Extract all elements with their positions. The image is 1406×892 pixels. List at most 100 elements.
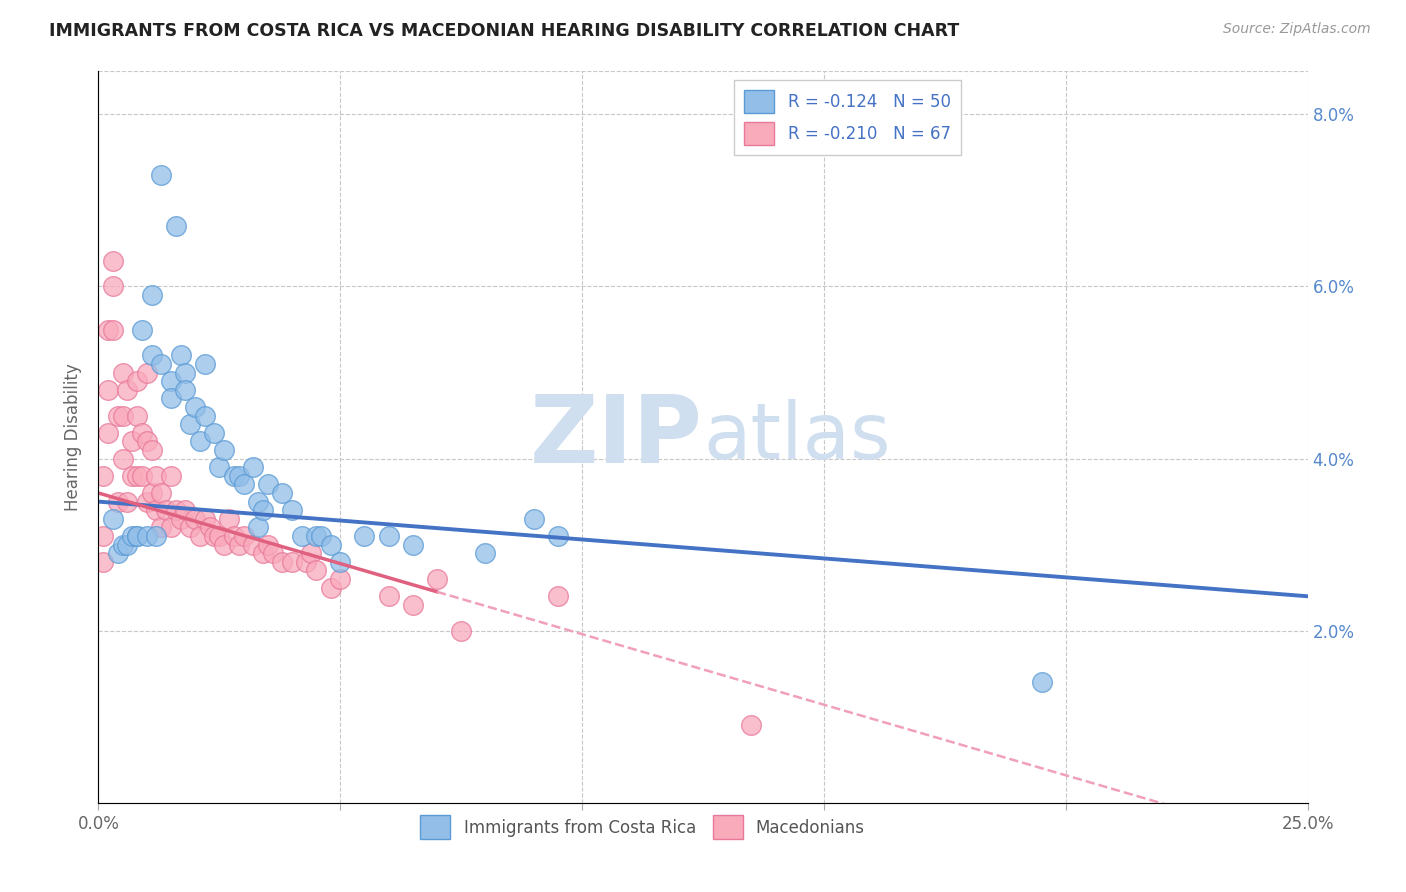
- Point: [165, 219, 187, 234]
- Point: [131, 468, 153, 483]
- Point: [256, 477, 278, 491]
- Point: [319, 581, 342, 595]
- Point: [290, 529, 312, 543]
- Point: [450, 624, 472, 638]
- Point: [135, 434, 157, 449]
- Point: [91, 555, 114, 569]
- Point: [174, 366, 197, 380]
- Point: [194, 357, 217, 371]
- Point: [101, 253, 124, 268]
- Point: [402, 598, 425, 612]
- Y-axis label: Hearing Disability: Hearing Disability: [65, 363, 83, 511]
- Point: [97, 425, 120, 440]
- Point: [252, 546, 274, 560]
- Point: [169, 512, 191, 526]
- Point: [353, 529, 375, 543]
- Point: [127, 374, 149, 388]
- Point: [194, 409, 217, 423]
- Point: [426, 572, 449, 586]
- Point: [141, 288, 163, 302]
- Point: [160, 520, 183, 534]
- Text: Source: ZipAtlas.com: Source: ZipAtlas.com: [1223, 22, 1371, 37]
- Point: [305, 564, 328, 578]
- Text: atlas: atlas: [703, 399, 890, 475]
- Point: [117, 538, 139, 552]
- Point: [329, 555, 352, 569]
- Point: [97, 383, 120, 397]
- Point: [135, 529, 157, 543]
- Point: [145, 468, 167, 483]
- Point: [271, 486, 294, 500]
- Point: [295, 555, 318, 569]
- Point: [271, 555, 294, 569]
- Point: [169, 348, 191, 362]
- Point: [179, 417, 201, 432]
- Point: [474, 546, 496, 560]
- Point: [117, 383, 139, 397]
- Point: [547, 589, 569, 603]
- Point: [141, 348, 163, 362]
- Point: [165, 503, 187, 517]
- Point: [1031, 675, 1053, 690]
- Point: [247, 494, 270, 508]
- Point: [247, 520, 270, 534]
- Point: [184, 512, 207, 526]
- Point: [111, 451, 134, 466]
- Point: [188, 434, 211, 449]
- Point: [402, 538, 425, 552]
- Point: [377, 529, 399, 543]
- Point: [252, 503, 274, 517]
- Point: [228, 468, 250, 483]
- Point: [127, 409, 149, 423]
- Point: [121, 468, 143, 483]
- Point: [174, 503, 197, 517]
- Point: [91, 529, 114, 543]
- Point: [127, 468, 149, 483]
- Point: [141, 486, 163, 500]
- Point: [121, 529, 143, 543]
- Point: [204, 425, 226, 440]
- Point: [212, 538, 235, 552]
- Point: [222, 529, 245, 543]
- Point: [208, 529, 231, 543]
- Point: [150, 486, 173, 500]
- Point: [111, 538, 134, 552]
- Point: [131, 322, 153, 336]
- Point: [194, 512, 217, 526]
- Point: [319, 538, 342, 552]
- Point: [256, 538, 278, 552]
- Point: [150, 520, 173, 534]
- Point: [232, 529, 254, 543]
- Point: [107, 546, 129, 560]
- Point: [145, 503, 167, 517]
- Point: [204, 529, 226, 543]
- Point: [127, 529, 149, 543]
- Point: [188, 529, 211, 543]
- Point: [160, 468, 183, 483]
- Point: [377, 589, 399, 603]
- Point: [208, 460, 231, 475]
- Point: [242, 460, 264, 475]
- Point: [309, 529, 332, 543]
- Point: [281, 555, 304, 569]
- Point: [184, 400, 207, 414]
- Point: [131, 425, 153, 440]
- Point: [160, 374, 183, 388]
- Point: [141, 442, 163, 457]
- Point: [150, 357, 173, 371]
- Point: [135, 494, 157, 508]
- Point: [329, 572, 352, 586]
- Point: [107, 494, 129, 508]
- Point: [150, 168, 173, 182]
- Point: [111, 366, 134, 380]
- Point: [101, 512, 124, 526]
- Point: [232, 477, 254, 491]
- Point: [101, 279, 124, 293]
- Point: [305, 529, 328, 543]
- Point: [523, 512, 546, 526]
- Point: [91, 468, 114, 483]
- Point: [97, 322, 120, 336]
- Point: [222, 468, 245, 483]
- Text: ZIP: ZIP: [530, 391, 703, 483]
- Point: [135, 366, 157, 380]
